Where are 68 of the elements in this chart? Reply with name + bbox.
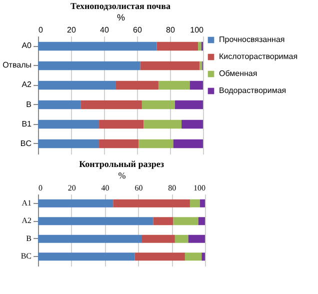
bar: [158, 80, 190, 90]
bar: [188, 234, 205, 243]
chart-title: Контрольный разрез: [79, 159, 164, 169]
x-tick-label: 80: [168, 184, 176, 192]
y-tick-label: B: [26, 100, 32, 109]
x-tick-label: 80: [166, 26, 176, 34]
bar: [138, 139, 174, 148]
chart-title: Техноподзолистая почва: [70, 1, 171, 11]
bar: [173, 139, 203, 148]
x-tick-label: 60: [133, 26, 142, 34]
bar: [198, 217, 205, 226]
bar: [38, 252, 135, 261]
bar: [153, 217, 174, 226]
y-tick-label: BC: [20, 252, 32, 261]
bar: [202, 252, 205, 261]
bar: [38, 80, 116, 90]
bar: [113, 199, 190, 208]
bar: [156, 42, 198, 51]
bar: [99, 139, 139, 148]
bar: [144, 120, 182, 129]
y-tick-label: A2: [22, 216, 32, 226]
bar: [38, 61, 140, 70]
x-tick-label: 40: [101, 184, 110, 192]
x-tick-label: 100: [194, 184, 206, 192]
bar: [99, 120, 144, 129]
x-tick-label: 0: [38, 26, 44, 34]
bar: [38, 199, 114, 208]
x-tick-label: 20: [68, 184, 76, 192]
bar: [200, 199, 205, 208]
x-axis-title: %: [116, 12, 126, 22]
x-axis-title: %: [118, 170, 126, 180]
bar: [190, 80, 203, 90]
bar: [38, 42, 157, 51]
x-tick-label: 40: [100, 26, 110, 34]
legend-label: Кислоторастворимая: [219, 52, 298, 61]
y-tick-label: BC: [20, 138, 32, 148]
x-tick-label: 0: [38, 184, 42, 192]
legend-label: Обменная: [219, 69, 258, 78]
y-tick-label: A1: [22, 198, 32, 208]
bar: [174, 234, 188, 243]
bar: [38, 217, 154, 226]
bar: [116, 80, 158, 90]
bar: [140, 61, 200, 70]
x-tick-label: 20: [67, 26, 76, 34]
x-tick-label: 60: [134, 184, 143, 192]
y-tick-label: A2: [22, 80, 32, 90]
y-tick-label: B1: [22, 119, 32, 128]
bar: [38, 139, 100, 148]
bar: [174, 100, 203, 110]
x-tick-label: 100: [190, 26, 204, 34]
legend-label: Водорастворимая: [219, 86, 286, 95]
bar: [182, 120, 203, 129]
bar: [200, 61, 202, 70]
bar: [184, 252, 202, 261]
bar: [142, 234, 175, 243]
bar: [38, 234, 142, 243]
y-tick-label: B: [26, 234, 32, 243]
bar: [190, 199, 200, 208]
bar: [38, 120, 100, 129]
bar: [134, 252, 185, 261]
bar: [142, 100, 175, 110]
legend-label: Прочносвязанная: [219, 35, 285, 44]
y-tick-label: A0: [22, 41, 32, 50]
bar: [38, 100, 81, 110]
y-tick-label: Отвалы: [2, 60, 32, 70]
bar: [173, 217, 198, 226]
bar: [198, 42, 202, 51]
bar: [80, 100, 142, 110]
